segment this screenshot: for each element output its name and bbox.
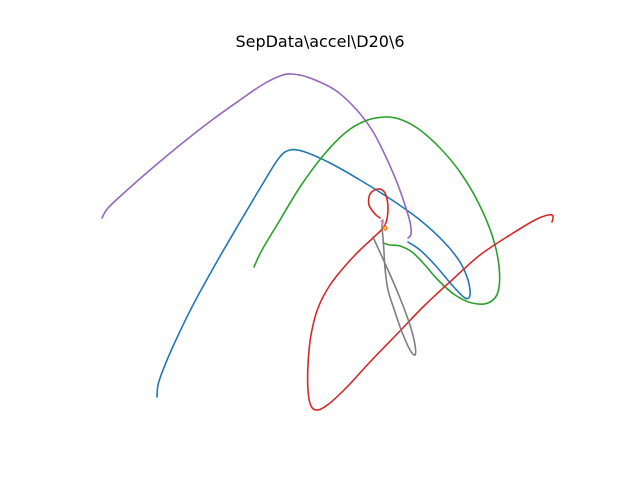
chart-title: SepData\accel\D20\6 [235,32,405,51]
series-line-3 [253,116,501,305]
series-line-5 [372,219,417,356]
series-line-6 [382,225,388,231]
series-line-4 [306,188,554,411]
series-line-2 [101,73,412,239]
series-line-7 [380,220,384,226]
series-line-1 [156,148,471,398]
